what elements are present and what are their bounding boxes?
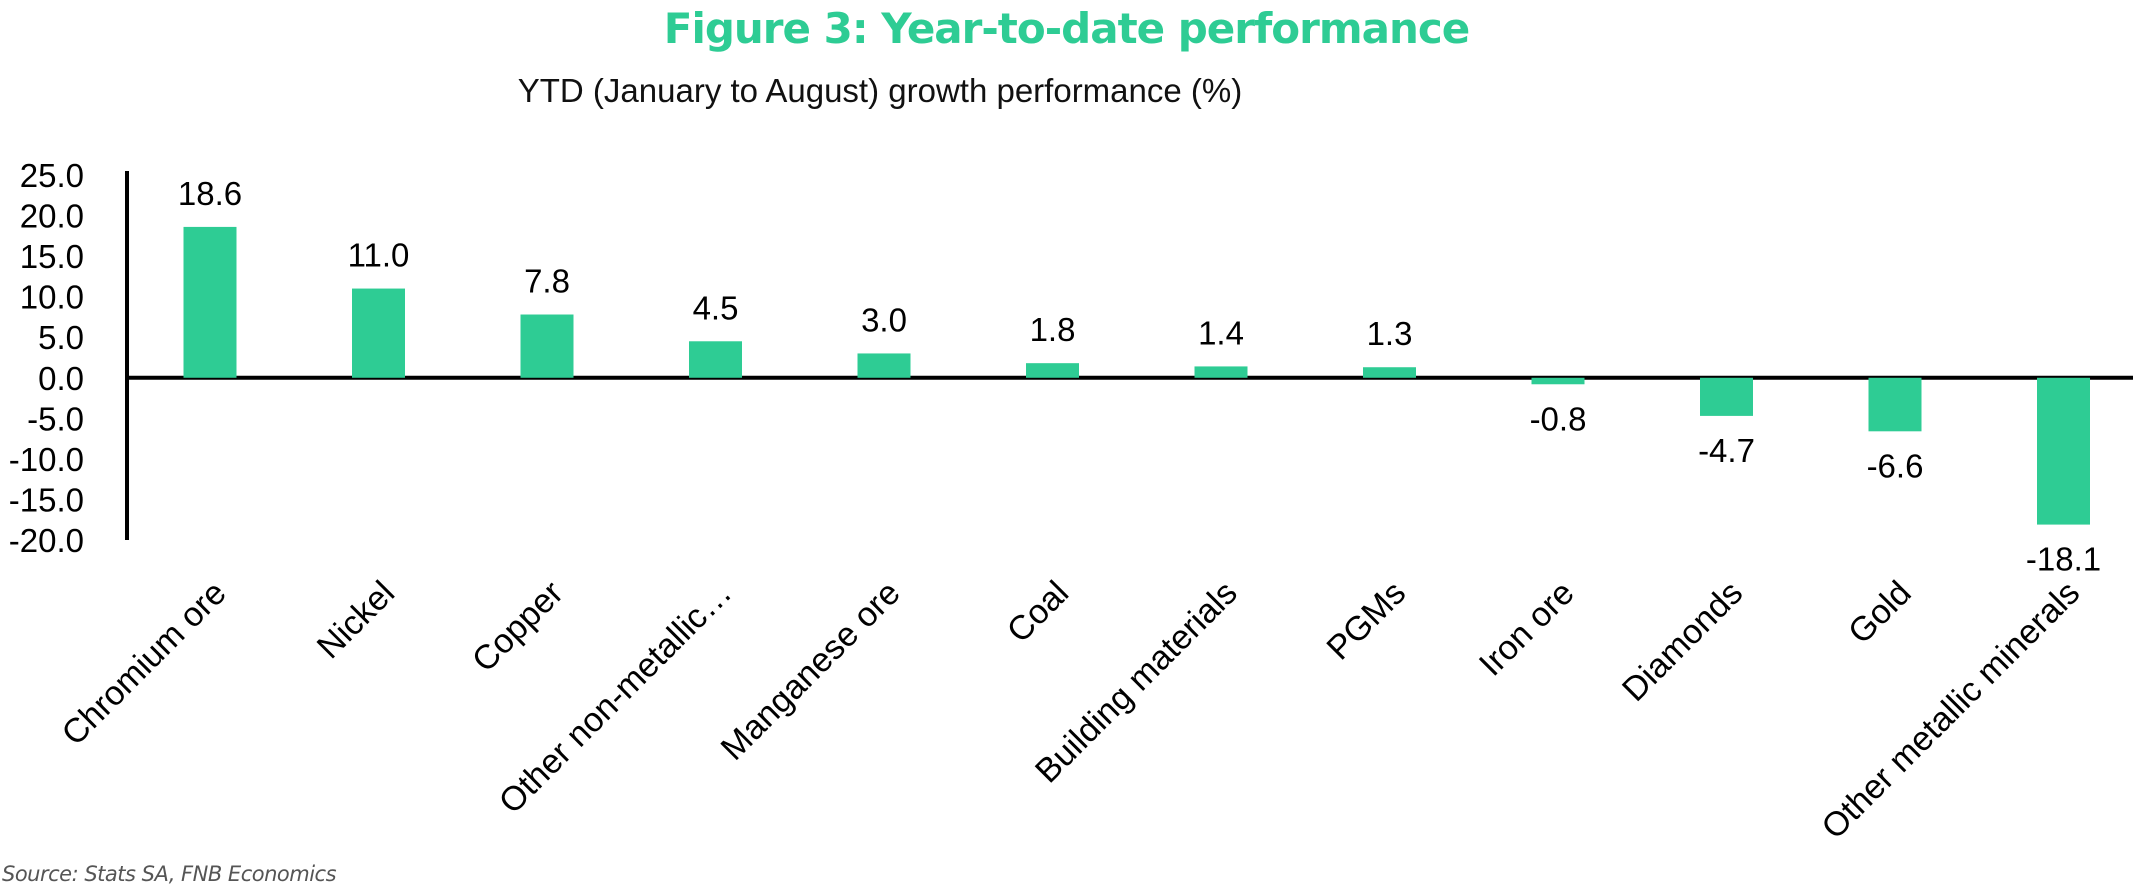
category-label: PGMs	[1319, 574, 1413, 668]
bar	[352, 288, 405, 378]
source-note: Source: Stats SA, FNB Economics	[2, 862, 337, 886]
category-label: Gold	[1841, 574, 1919, 652]
chart-title: YTD (January to August) growth performan…	[517, 72, 1243, 109]
bar	[183, 226, 237, 378]
y-axis: 25.0 20.015.0 10.05.0 0.0-5.0 -10.0-15.0 -20.…	[9, 157, 2133, 559]
category-label: Copper	[465, 574, 571, 680]
bar	[2037, 377, 2090, 525]
category-label: Coal	[1000, 574, 1076, 650]
y-tick-label: 0.0	[38, 360, 84, 397]
bar	[1363, 367, 1416, 378]
category-label: Diamonds	[1615, 574, 1750, 709]
y-tick-label: -15.0	[9, 481, 84, 518]
bar	[1868, 377, 1922, 432]
bars	[183, 226, 2090, 525]
category-label: Manganese ore	[714, 574, 908, 768]
y-tick-label: 10.0	[20, 279, 84, 316]
data-label: 11.0	[348, 237, 410, 274]
y-tick-label: 15.0	[20, 238, 84, 275]
data-label: 1.8	[1030, 311, 1076, 348]
y-tick-label: 25.0	[20, 157, 84, 194]
bar-chart: 25.0 20.015.0 10.05.0 0.0-5.0 -10.0-15.0 -20.…	[9, 157, 2133, 847]
data-label: -0.8	[1530, 400, 1587, 437]
category-label: Nickel	[310, 574, 402, 666]
bar	[689, 341, 742, 378]
bar	[1026, 363, 1079, 378]
bar	[857, 353, 911, 378]
data-label: 1.4	[1198, 314, 1244, 351]
data-label: 4.5	[693, 289, 739, 326]
bar	[520, 314, 574, 378]
y-tick-label: 20.0	[20, 198, 84, 235]
data-label: -4.7	[1698, 432, 1755, 469]
data-label: -18.1	[2026, 541, 2101, 578]
category-label: Chromium ore	[54, 574, 233, 753]
figure-title: Figure 3: Year-to-date performance	[663, 4, 1471, 53]
data-labels: 18.6 11.0 7.8 4.5 3.0 1.8 1.4 1.3 -0.8 -4.7 -6.6 -1…	[178, 175, 2101, 578]
y-tick-label: -20.0	[9, 522, 84, 559]
data-label: -6.6	[1867, 447, 1924, 484]
data-label: 1.3	[1367, 315, 1413, 352]
bar	[1194, 366, 1248, 378]
bar	[1531, 377, 1585, 385]
data-label: 3.0	[861, 301, 907, 338]
y-tick-label: -10.0	[9, 441, 84, 478]
y-tick-label: 5.0	[38, 319, 84, 356]
data-label: 18.6	[178, 175, 242, 212]
data-label: 7.8	[524, 263, 570, 300]
category-label: Iron ore	[1472, 574, 1582, 684]
y-tick-label: -5.0	[27, 400, 84, 437]
bar	[1700, 377, 1753, 416]
